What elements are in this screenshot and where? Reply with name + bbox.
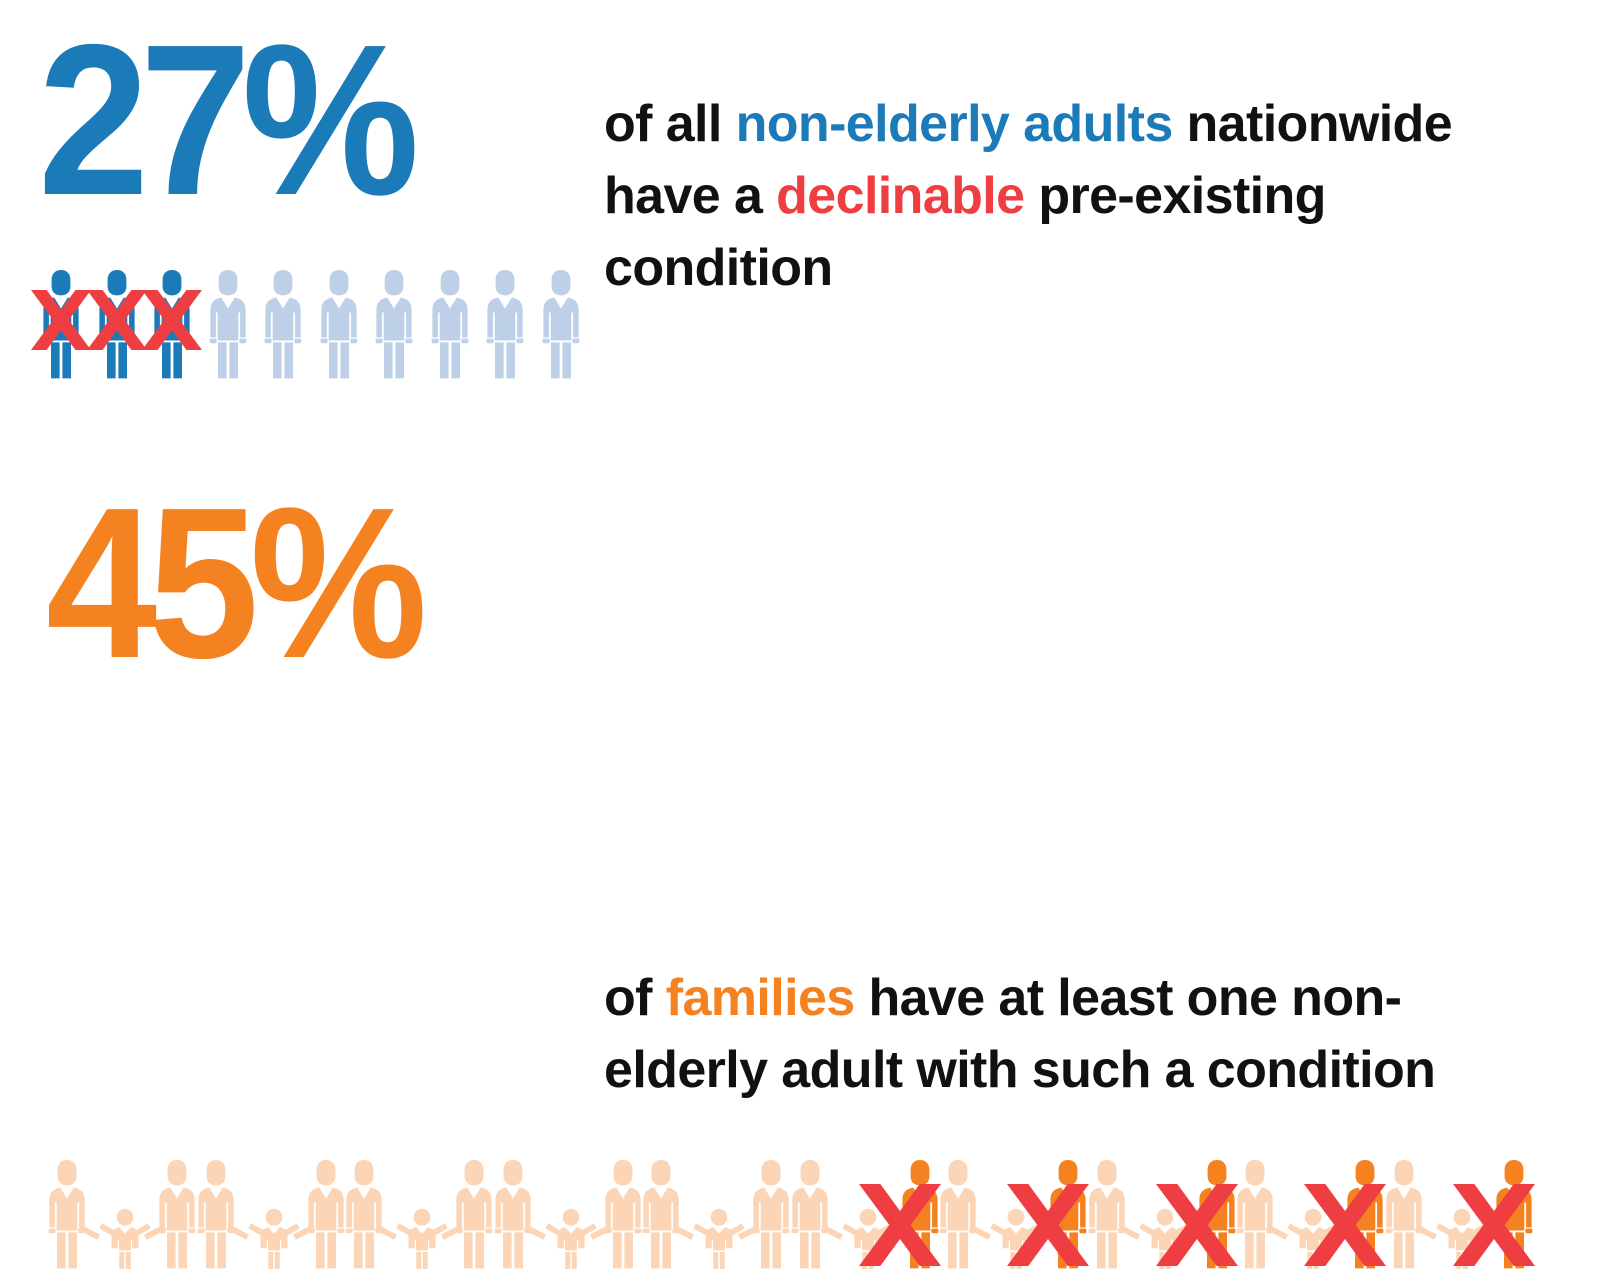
pictogram-adults (31, 268, 598, 383)
family-icon (193, 1158, 344, 1276)
person-icon (205, 268, 251, 380)
statement-families-part-1: of (604, 969, 666, 1027)
family-adult-right-icon (285, 1158, 349, 1270)
person-icon (260, 268, 306, 380)
person-icon-marked (31, 268, 91, 380)
person-icon (371, 268, 417, 380)
x-mark-icon (86, 290, 147, 350)
person-icon (427, 268, 473, 380)
statement-adults-highlight-declinable: declinable (776, 167, 1025, 225)
statement-adults-part-1: of all (604, 95, 736, 153)
x-mark-icon (1155, 1184, 1238, 1266)
pictogram-families (44, 1158, 1544, 1288)
stat-block-families: 45% of families have at least one non-el… (0, 440, 1600, 1269)
x-mark-icon (1007, 1184, 1089, 1266)
family-icon-marked (935, 1158, 1089, 1276)
person-icon-marked (142, 268, 202, 380)
big-percentage-45: 45% (46, 462, 428, 703)
family-adult-right-icon (582, 1158, 646, 1270)
statement-adults: of all non-elderly adults nationwide hav… (604, 88, 1464, 304)
statement-adults-part-2: nationwide have a (604, 95, 1453, 225)
x-mark-icon (1304, 1184, 1386, 1266)
big-percentage-27: 27% (38, 0, 420, 240)
family-adult-right-icon (136, 1158, 200, 1270)
family-icon (341, 1158, 493, 1276)
statement-families-highlight-families: families (665, 969, 855, 1027)
family-icon (44, 1158, 196, 1276)
x-mark-icon (1452, 1184, 1535, 1266)
family-adult-right-icon (433, 1158, 497, 1270)
family-icon-marked (787, 1158, 941, 1276)
person-icon (482, 268, 528, 380)
x-mark-icon (858, 1184, 941, 1266)
family-icon-marked (1084, 1158, 1238, 1276)
family-icon-marked (1232, 1158, 1386, 1276)
family-adult-right-icon (730, 1158, 794, 1270)
person-icon (538, 268, 584, 380)
person-icon (316, 268, 362, 380)
statement-families: of families have at least one non-elderl… (604, 962, 1464, 1106)
family-icon (490, 1158, 641, 1276)
statement-adults-highlight-non-elderly-adults: non-elderly adults (735, 95, 1174, 153)
x-mark-icon (31, 290, 91, 350)
stat-block-adults: 27% of all non-elderly adults nationwide… (0, 0, 1600, 420)
statement-adults-part-3: pre-existing condition (604, 167, 1326, 297)
family-icon (638, 1158, 790, 1276)
family-icon-marked (1381, 1158, 1535, 1276)
x-mark-icon (142, 290, 202, 350)
person-icon-marked (86, 268, 147, 380)
